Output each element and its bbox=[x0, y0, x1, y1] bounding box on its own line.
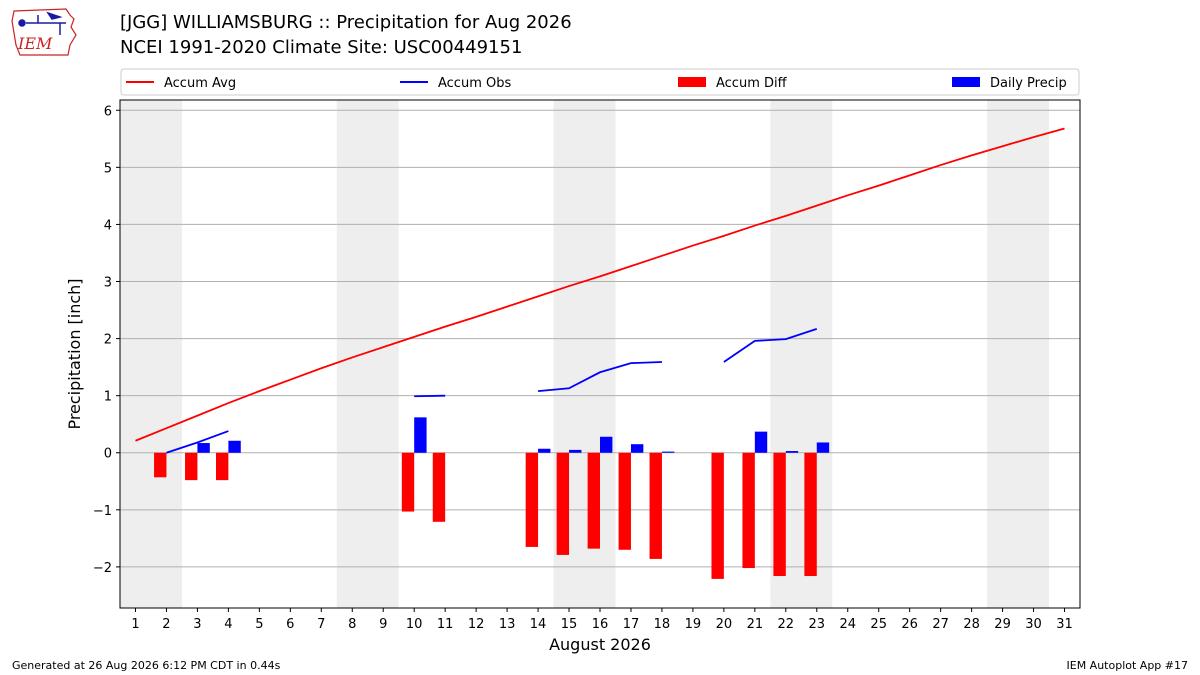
weekend-band-0 bbox=[120, 100, 182, 608]
accum-obs-line-segment bbox=[414, 394, 446, 398]
daily-precip-bar bbox=[538, 448, 551, 453]
accum-diff-bar bbox=[154, 452, 167, 478]
accum-diff-bar bbox=[401, 452, 415, 512]
accum-obs-line-segment bbox=[166, 430, 229, 454]
x-tick-label: 17 bbox=[623, 617, 640, 632]
x-axis-label: August 2026 bbox=[549, 635, 651, 654]
accum-diff-bar bbox=[649, 452, 662, 559]
legend-bar-swatch bbox=[952, 77, 980, 87]
daily-precip-bar bbox=[600, 436, 613, 453]
x-tick-label: 13 bbox=[499, 617, 516, 632]
x-tick-label: 19 bbox=[685, 617, 702, 632]
accum-diff-bar bbox=[432, 452, 446, 522]
iowa-outline-icon bbox=[11, 8, 77, 56]
legend-bar-swatch bbox=[678, 77, 706, 87]
daily-precip-bar bbox=[197, 443, 210, 453]
accum-diff-bar bbox=[185, 452, 198, 481]
daily-precip-bar bbox=[414, 417, 427, 453]
x-tick-label: 22 bbox=[778, 617, 795, 632]
gridlines bbox=[120, 109, 1080, 568]
x-tick-label: 20 bbox=[716, 617, 733, 632]
x-tick-label: 27 bbox=[932, 617, 949, 632]
x-tick-label: 12 bbox=[468, 617, 485, 632]
legend-label: Accum Obs bbox=[438, 76, 511, 91]
y-tick-label: −2 bbox=[93, 561, 112, 576]
bar-marks bbox=[154, 417, 830, 579]
app-credit: IEM Autoplot App #17 bbox=[1066, 659, 1189, 672]
x-tick-label: 5 bbox=[255, 617, 263, 632]
x-tick-label: 18 bbox=[654, 617, 671, 632]
daily-precip-bar bbox=[630, 444, 644, 453]
iem-logo: IEM bbox=[11, 8, 77, 56]
accum-diff-bar bbox=[773, 452, 786, 577]
accum-diff-bar bbox=[618, 452, 631, 550]
accum-diff-bar bbox=[804, 452, 817, 577]
x-tick-label: 14 bbox=[530, 617, 547, 632]
x-tick-label: 30 bbox=[1025, 617, 1042, 632]
logo-text: IEM bbox=[17, 34, 53, 53]
y-tick-label: −1 bbox=[93, 504, 112, 519]
x-tick-label: 15 bbox=[561, 617, 578, 632]
x-tick-label: 21 bbox=[747, 617, 764, 632]
generated-timestamp: Generated at 26 Aug 2026 6:12 PM CDT in … bbox=[12, 659, 281, 672]
legend-label: Daily Precip bbox=[990, 76, 1067, 91]
y-axis-label: Precipitation [inch] bbox=[65, 278, 84, 429]
daily-precip-bar bbox=[785, 451, 799, 453]
daily-precip-bar bbox=[569, 449, 582, 453]
legend-label: Accum Diff bbox=[716, 76, 788, 91]
y-tick-label: 0 bbox=[104, 447, 112, 462]
x-tick-label: 28 bbox=[963, 617, 980, 632]
weekend-band-1 bbox=[336, 100, 399, 608]
x-tick-label: 25 bbox=[870, 617, 887, 632]
y-tick-label: 2 bbox=[104, 333, 112, 348]
accum-diff-bar bbox=[711, 452, 724, 579]
y-tick-label: 4 bbox=[104, 218, 112, 233]
daily-precip-bar bbox=[816, 442, 830, 453]
accum-diff-bar bbox=[742, 452, 755, 569]
chart-title: [JGG] WILLIAMSBURG :: Precipitation for … bbox=[120, 12, 572, 33]
daily-precip-bar bbox=[754, 431, 768, 453]
accum-diff-bar bbox=[556, 452, 570, 555]
y-tick-label: 6 bbox=[104, 104, 112, 119]
x-tick-label: 9 bbox=[379, 617, 387, 632]
x-tick-label: 10 bbox=[406, 617, 423, 632]
accum-avg-line bbox=[135, 127, 1065, 442]
accum-obs-line-segment bbox=[537, 361, 662, 392]
accum-diff-bar bbox=[525, 452, 539, 547]
weekend-shading bbox=[120, 100, 1050, 608]
y-axis-ticks: −2 −1 0 1 2 3 4 5 6 bbox=[93, 104, 120, 576]
x-tick-label: 1 bbox=[131, 617, 139, 632]
y-tick-label: 3 bbox=[104, 276, 112, 291]
accum-diff-bar bbox=[216, 452, 229, 481]
line-marks bbox=[135, 127, 1065, 454]
x-tick-label: 26 bbox=[901, 617, 918, 632]
x-tick-label: 29 bbox=[994, 617, 1011, 632]
daily-precip-bar bbox=[661, 451, 675, 453]
x-tick-label: 8 bbox=[348, 617, 356, 632]
legend: Accum Avg Accum Obs Accum Diff Daily Precip bbox=[120, 68, 1080, 96]
x-tick-label: 4 bbox=[224, 617, 232, 632]
x-tick-label: 16 bbox=[592, 617, 609, 632]
x-tick-label: 3 bbox=[193, 617, 201, 632]
y-tick-label: 1 bbox=[104, 390, 112, 405]
weather-station-icon bbox=[18, 11, 66, 35]
x-tick-label: 24 bbox=[839, 617, 856, 632]
legend-label: Accum Avg bbox=[164, 76, 236, 91]
x-tick-label: 31 bbox=[1056, 617, 1073, 632]
legend-box bbox=[120, 68, 1080, 96]
x-axis-ticks: 1 2 3 4 5 6 7 8 9 10 11 12 13 14 15 16 17 18 19 20 21 22 23 24 2… bbox=[131, 608, 1073, 632]
x-tick-label: 7 bbox=[317, 617, 325, 632]
daily-precip-bar bbox=[228, 440, 241, 453]
weekend-band-4 bbox=[987, 100, 1050, 608]
x-tick-label: 11 bbox=[437, 617, 454, 632]
chart-subtitle: NCEI 1991-2020 Climate Site: USC00449151 bbox=[120, 37, 523, 58]
x-tick-label: 23 bbox=[809, 617, 826, 632]
accum-diff-bar bbox=[587, 452, 600, 549]
accum-obs-line-segment bbox=[723, 328, 818, 363]
y-tick-label: 5 bbox=[104, 161, 112, 176]
x-tick-label: 2 bbox=[162, 617, 170, 632]
x-tick-label: 6 bbox=[286, 617, 294, 632]
